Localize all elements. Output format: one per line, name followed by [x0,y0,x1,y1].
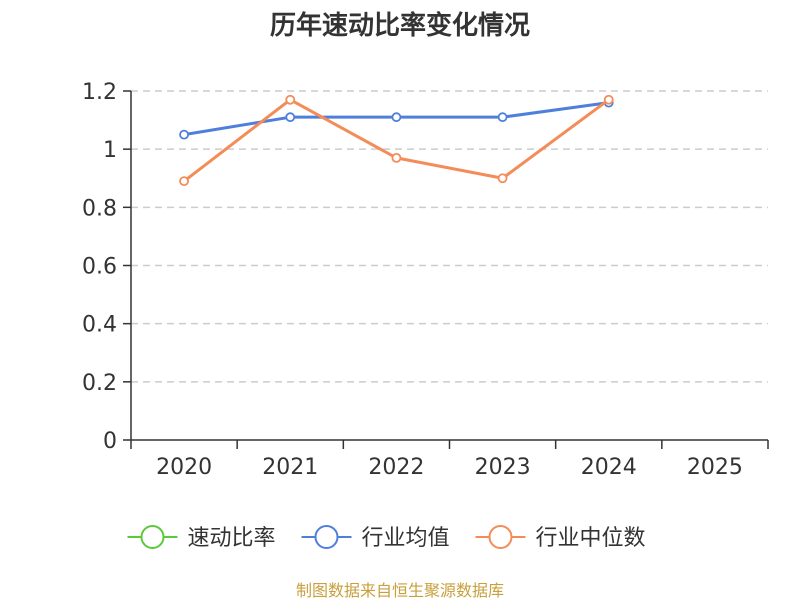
x-tick-label: 2022 [368,455,424,480]
data-point [285,94,296,105]
grid-lines [131,90,768,383]
data-point [391,112,402,123]
x-tick-label: 2024 [581,455,637,480]
x-tick-label: 2025 [687,455,743,480]
legend-circle-icon [140,525,165,549]
y-tick-label: 0 [103,429,117,454]
data-point [603,94,614,105]
data-point [497,173,508,184]
legend-circle-icon [314,525,339,549]
source-note: 制图数据来自恒生聚源数据库 [296,581,504,600]
x-tick-label: 2020 [156,455,212,480]
legend-item[interactable]: 行业均值 [301,525,450,551]
y-tick-label: 0.6 [82,255,117,280]
series-group [179,94,614,187]
x-axis-ticks: 2020 2021 2022 2023 2024 2025 [130,440,769,480]
data-point [179,176,189,187]
legend-item[interactable]: 行业中位数 [475,525,646,551]
legend: 速动比率 行业均值 行业中位数 [127,525,646,551]
y-tick-label: 0.8 [82,196,117,221]
legend-item[interactable]: 速动比率 [127,525,276,551]
data-point [285,112,296,123]
legend-label: 速动比率 [188,526,276,551]
y-tick-label: 0.2 [82,371,117,396]
data-point [391,152,402,163]
x-tick-label: 2023 [475,455,531,480]
y-tick-label: 0.4 [82,313,117,338]
legend-label: 行业均值 [362,526,450,551]
x-tick-label: 2021 [262,455,318,480]
y-tick-label: 1.2 [82,80,117,105]
legend-circle-icon [488,525,513,549]
data-point [497,112,508,123]
data-point [179,129,189,140]
legend-label: 行业中位数 [536,526,646,551]
y-axis-ticks: 0 0.2 0.4 0.6 0.8 1 1.2 [82,80,131,454]
chart-title: 历年速动比率变化情况 [270,10,530,41]
y-tick-label: 1 [103,138,117,163]
